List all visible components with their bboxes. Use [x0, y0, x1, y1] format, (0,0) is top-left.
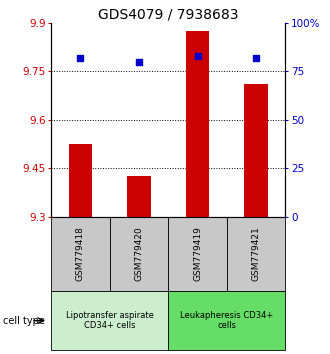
- Text: cell type: cell type: [3, 316, 45, 326]
- Bar: [227, 217, 285, 291]
- Text: GSM779420: GSM779420: [135, 226, 144, 281]
- Text: GSM779421: GSM779421: [252, 226, 261, 281]
- Bar: [51, 217, 110, 291]
- Bar: [245, 84, 268, 217]
- Bar: [168, 291, 285, 350]
- Point: [78, 55, 83, 61]
- Title: GDS4079 / 7938683: GDS4079 / 7938683: [98, 8, 239, 22]
- Bar: [51, 291, 168, 350]
- Text: GSM779418: GSM779418: [76, 226, 85, 281]
- Bar: [127, 176, 151, 217]
- Point: [195, 53, 200, 59]
- Point: [253, 55, 259, 61]
- Bar: [168, 217, 227, 291]
- Bar: [110, 217, 168, 291]
- Text: Leukapheresis CD34+
cells: Leukapheresis CD34+ cells: [180, 311, 274, 330]
- Text: GSM779419: GSM779419: [193, 226, 202, 281]
- Bar: [69, 144, 92, 217]
- Text: Lipotransfer aspirate
CD34+ cells: Lipotransfer aspirate CD34+ cells: [66, 311, 154, 330]
- Bar: [186, 31, 209, 217]
- Point: [136, 59, 142, 64]
